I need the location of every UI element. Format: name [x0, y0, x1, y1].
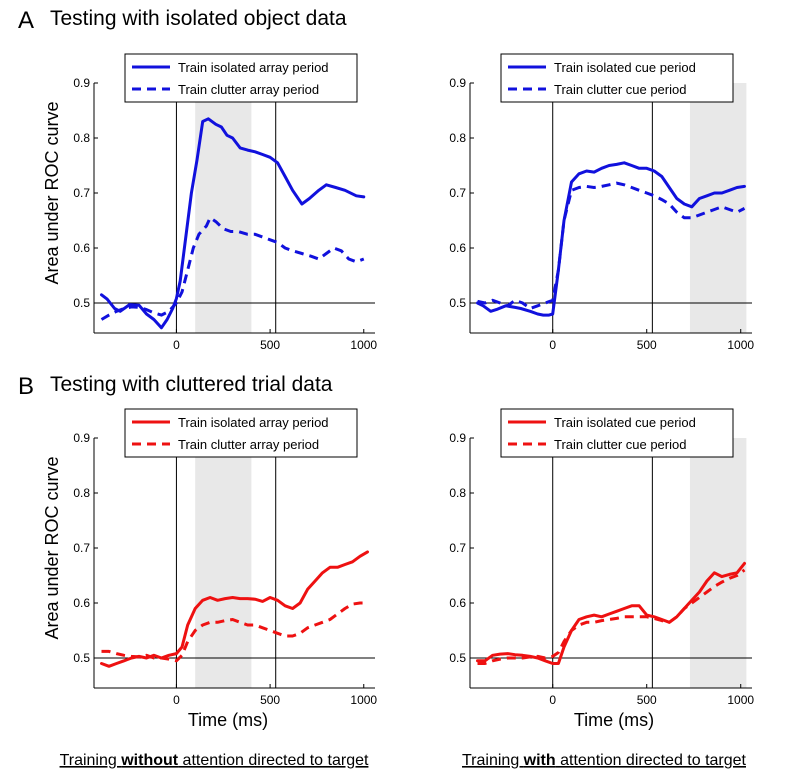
x-axis-label-left: Time (ms) — [188, 710, 268, 730]
legend-label: Train clutter array period — [178, 82, 319, 97]
panel-b-right: 0.5 0.6 0.7 0.8 0.9 0 500 1000 Train isolated cu… — [449, 408, 754, 707]
y-tick-label: 0.5 — [449, 296, 466, 310]
y-tick-label: 0.8 — [73, 486, 90, 500]
y-tick-label: 0.6 — [449, 241, 466, 255]
legend-box — [500, 53, 734, 103]
series-line-clutter — [477, 568, 746, 665]
caption-left: Training without attention directed to t… — [60, 752, 369, 769]
y-tick-label: 0.6 — [449, 596, 466, 610]
x-tick-label: 0 — [549, 338, 556, 352]
y-tick-label: 0.6 — [73, 241, 90, 255]
panel-a-right: 0.5 0.6 0.7 0.8 0.9 0 500 1000 Train isolated cu… — [449, 53, 754, 352]
section-b-title: Testing with cluttered trial data — [50, 373, 333, 396]
y-tick-label: 0.7 — [73, 541, 90, 555]
y-tick-label: 0.7 — [449, 186, 466, 200]
legend-label: Train clutter array period — [178, 437, 319, 452]
caption-right-post: attention directed to target — [556, 752, 747, 769]
y-axis-label-b: Area under ROC curve — [42, 456, 62, 639]
x-tick-label: 500 — [260, 693, 280, 707]
legend-label: Train clutter cue period — [554, 437, 686, 452]
x-tick-label: 500 — [637, 693, 657, 707]
shaded-window — [195, 438, 252, 688]
x-tick-label: 1000 — [727, 338, 754, 352]
x-tick-label: 1000 — [350, 338, 377, 352]
x-tick-label: 1000 — [727, 693, 754, 707]
caption-right-pre: Training — [462, 752, 524, 769]
series-line-clutter — [101, 601, 368, 663]
legend-label: Train clutter cue period — [554, 82, 686, 97]
x-tick-label: 0 — [549, 693, 556, 707]
caption-left-post: attention directed to target — [178, 752, 369, 769]
y-tick-label: 0.8 — [449, 131, 466, 145]
series-line-clutter — [100, 216, 365, 321]
y-tick-label: 0.9 — [449, 431, 466, 445]
series-line-isolated — [476, 161, 746, 317]
legend-box — [124, 408, 358, 458]
x-tick-label: 500 — [637, 338, 657, 352]
section-a-title: Testing with isolated object data — [50, 7, 347, 30]
series-line-isolated — [100, 117, 366, 330]
legend-box — [124, 53, 358, 103]
caption-right-bold: with — [523, 752, 556, 769]
legend-box — [500, 408, 734, 458]
legend-label: Train isolated cue period — [554, 60, 696, 75]
y-tick-label: 0.9 — [449, 76, 466, 90]
y-tick-label: 0.5 — [449, 651, 466, 665]
caption-left-bold: without — [120, 752, 179, 769]
shaded-window — [195, 83, 252, 333]
y-tick-label: 0.8 — [73, 131, 90, 145]
y-tick-label: 0.6 — [73, 596, 90, 610]
section-b-letter: B — [18, 373, 34, 400]
legend-label: Train isolated cue period — [554, 415, 696, 430]
x-tick-label: 500 — [260, 338, 280, 352]
legend-label: Train isolated array period — [178, 60, 329, 75]
y-tick-label: 0.7 — [449, 541, 466, 555]
y-tick-label: 0.7 — [73, 186, 90, 200]
panel-b-left: 0.5 0.6 0.7 0.8 0.9 0 500 1000 Train isolated ar… — [73, 408, 377, 707]
y-tick-label: 0.9 — [73, 76, 90, 90]
caption-right: Training with attention directed to targ… — [462, 752, 747, 769]
series-line-isolated — [100, 550, 369, 668]
y-tick-label: 0.9 — [73, 431, 90, 445]
x-tick-label: 0 — [173, 338, 180, 352]
series-line-clutter — [477, 181, 746, 310]
panel-a-left: 0.5 0.6 0.7 0.8 0.9 0 500 1000 Train isolated ar… — [73, 53, 377, 352]
x-tick-label: 0 — [173, 693, 180, 707]
legend-label: Train isolated array period — [178, 415, 329, 430]
shaded-window — [689, 438, 747, 688]
x-tick-label: 1000 — [350, 693, 377, 707]
y-axis-label-a: Area under ROC curve — [42, 101, 62, 284]
x-axis-label-right: Time (ms) — [574, 710, 654, 730]
y-tick-label: 0.5 — [73, 651, 90, 665]
series-line-isolated — [476, 561, 746, 665]
y-tick-label: 0.5 — [73, 296, 90, 310]
y-tick-label: 0.8 — [449, 486, 466, 500]
caption-left-pre: Training — [60, 752, 122, 769]
section-a-letter: A — [18, 7, 34, 34]
